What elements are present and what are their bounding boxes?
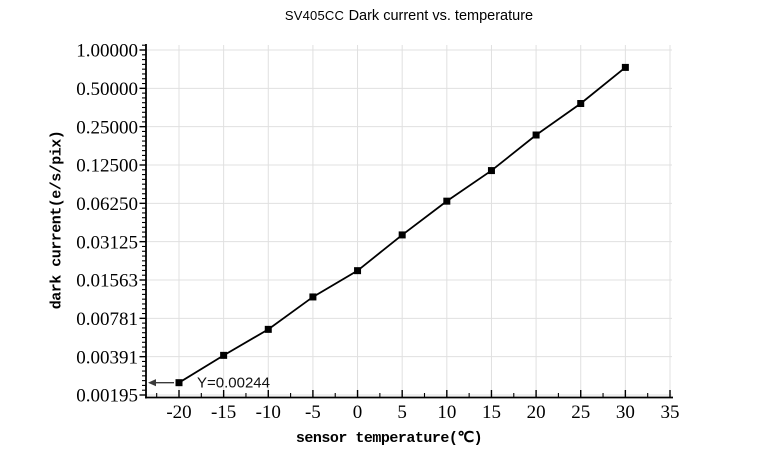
- x-tick-label: -20: [166, 402, 191, 423]
- y-tick-label: 0.00391: [76, 347, 138, 368]
- y-tick-label: 0.03125: [76, 232, 138, 253]
- x-tick-label: 25: [571, 402, 590, 423]
- data-point: [354, 267, 362, 275]
- data-point: [621, 63, 629, 71]
- data-point: [398, 231, 406, 239]
- data-point: [309, 293, 317, 301]
- data-point: [264, 325, 272, 333]
- x-tick-label: 20: [527, 402, 546, 423]
- y-tick-label: 0.25000: [76, 117, 138, 138]
- x-tick-label: -10: [256, 402, 281, 423]
- chart-title-model: SV405CC: [284, 8, 345, 23]
- y-tick-label: 0.00195: [76, 386, 138, 407]
- data-point: [443, 197, 451, 205]
- x-tick-label: -5: [305, 402, 321, 423]
- y-tick-label: 0.12500: [76, 156, 138, 177]
- x-tick-label: 10: [437, 402, 456, 423]
- x-tick-label: 0: [353, 402, 363, 423]
- x-tick-label: 30: [616, 402, 635, 423]
- y-tick-label: 1.00000: [76, 41, 138, 62]
- y-tick-label: 0.01563: [76, 271, 138, 292]
- chart-title-text: Dark current vs. temperature: [348, 8, 534, 24]
- data-point: [532, 131, 540, 139]
- annotation-label: Y=0.00244: [197, 375, 270, 392]
- data-point: [577, 100, 585, 108]
- x-tick-label: 15: [482, 402, 501, 423]
- x-tick-label: -15: [211, 402, 236, 423]
- data-point: [175, 379, 183, 387]
- annotation-arrow-head: [148, 379, 156, 387]
- x-tick-label: 5: [397, 402, 407, 423]
- chart-title: SV405CC Dark current vs. temperature: [146, 7, 672, 25]
- x-axis-title: sensor temperature(℃): [295, 430, 483, 447]
- data-point: [220, 351, 228, 359]
- y-tick-label: 0.06250: [76, 194, 138, 215]
- x-tick-label: 35: [661, 402, 680, 423]
- y-tick-label: 0.00781: [76, 309, 138, 330]
- data-point: [487, 167, 495, 175]
- y-tick-label: 0.50000: [76, 79, 138, 100]
